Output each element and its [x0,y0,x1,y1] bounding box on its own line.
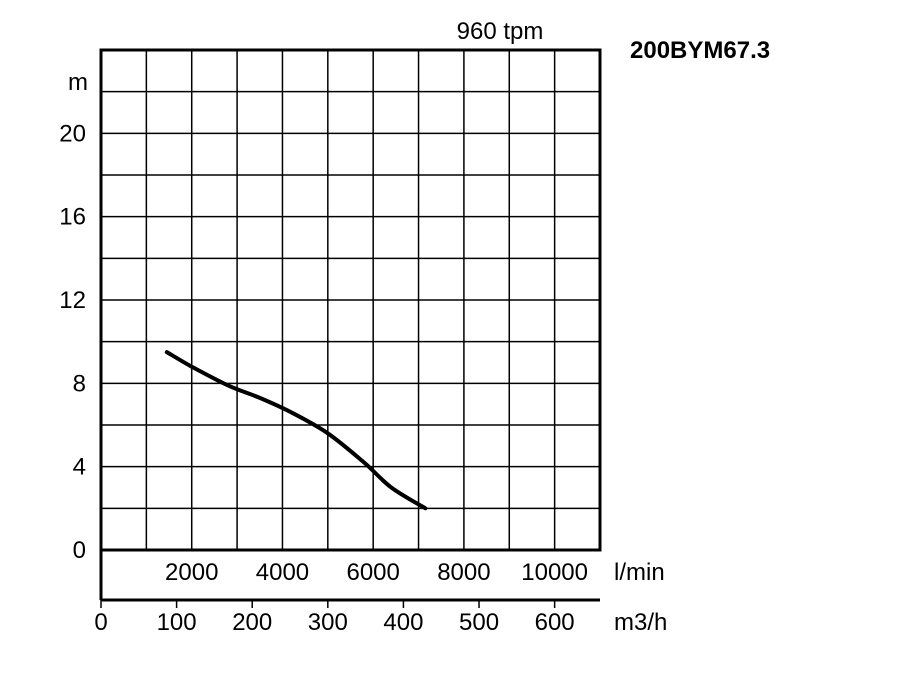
x-tick-label-m3h: 500 [459,609,499,636]
x-tick-label-lmin: 8000 [437,559,490,586]
x-tick-label-lmin: 4000 [256,559,309,586]
plot-frame [99,48,602,552]
pump-curve-line [164,350,428,511]
model-label: 200BYM67.3 [630,37,770,64]
m3h-tick-marks [100,600,556,608]
x-tick-label-m3h: 0 [94,609,107,636]
y-axis-label: m [68,69,88,96]
y-tick-label: 12 [59,287,86,314]
chart-title: 960 tpm [457,18,544,45]
grid [101,50,600,550]
y-tick-label: 4 [73,454,86,481]
x-tick-label-m3h: 300 [308,609,348,636]
y-tick-label: 8 [73,370,86,397]
x-unit-lmin: l/min [614,559,665,586]
x-tick-label-lmin: 6000 [346,559,399,586]
x-tick-labels-lmin: 2000 4000 6000 8000 10000 [165,559,588,586]
x-unit-m3h: m3/h [614,609,667,636]
x-tick-label-m3h: 100 [157,609,197,636]
x-tick-labels-m3h: 0 100 200 300 400 500 600 [94,609,574,636]
y-tick-label: 20 [59,120,86,147]
x-tick-label-m3h: 600 [535,609,575,636]
x-tick-label-m3h: 200 [232,609,272,636]
x-tick-label-lmin: 2000 [165,559,218,586]
y-tick-label: 16 [59,204,86,231]
x-tick-label-m3h: 400 [383,609,423,636]
y-tick-label: 0 [73,537,86,564]
y-tick-labels: 0 4 8 12 16 20 [59,120,86,564]
x-tick-label-lmin: 10000 [521,559,588,586]
